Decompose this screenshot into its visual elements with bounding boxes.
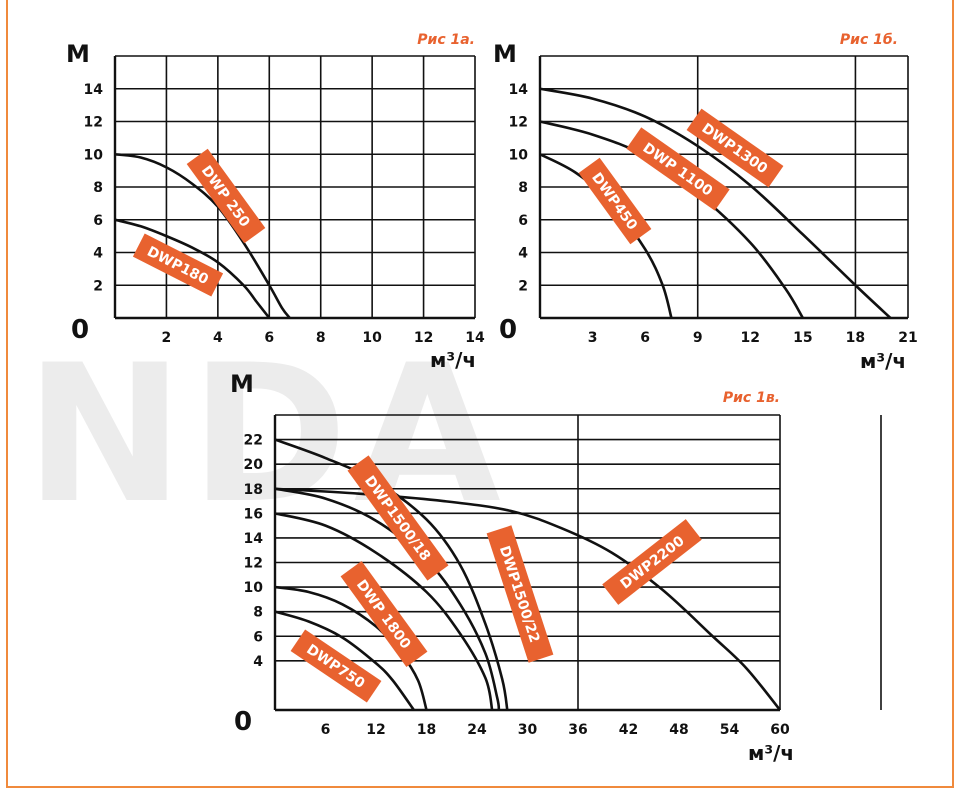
x-tick-label: 24 (467, 722, 487, 738)
outer-frame (6, 0, 954, 788)
y-tick-label: 10 (509, 147, 529, 163)
series-label-tag: DWP750 (290, 629, 382, 703)
series-label-background (340, 561, 428, 667)
curve-dwp180 (114, 218, 271, 319)
y-tick-label: 12 (244, 556, 263, 572)
origin-label: 0 (71, 315, 89, 345)
y-tick-label: 18 (244, 482, 263, 498)
chart-title: Рис 1в. (723, 390, 780, 406)
x-tick-label: 12 (414, 330, 433, 346)
x-tick-label: 30 (518, 722, 538, 738)
series-label-background (186, 148, 266, 244)
x-axis-label: м³/ч (430, 348, 476, 372)
x-tick-label: 12 (366, 722, 385, 738)
y-tick-label: 10 (84, 147, 104, 163)
x-tick-label: 21 (898, 330, 917, 346)
y-tick-label: 8 (518, 180, 528, 196)
y-tick-label: 6 (253, 629, 263, 645)
x-tick-label: 18 (846, 330, 865, 346)
y-tick-label: 22 (244, 433, 263, 449)
y-tick-label: 16 (244, 506, 263, 522)
series-label-tag: DWP1500/22 (486, 525, 554, 663)
x-tick-label: 54 (720, 722, 740, 738)
series-label-text: DWP1300 (699, 120, 771, 177)
series-label-background (486, 525, 554, 663)
y-tick-label: 4 (518, 246, 528, 262)
origin-label: 0 (499, 315, 517, 345)
y-tick-label: 14 (509, 82, 529, 98)
curve-dwp750 (274, 610, 415, 711)
y-tick-label: 8 (253, 605, 263, 621)
curve-dwp1500-22 (274, 438, 509, 711)
curve-dwp750 (274, 585, 428, 711)
x-tick-label: 8 (316, 330, 326, 346)
y-axis-label: М (66, 40, 90, 68)
x-tick-label: 10 (362, 330, 382, 346)
y-tick-label: 4 (253, 654, 263, 670)
y-tick-label: 2 (93, 278, 103, 294)
chart-title: Рис 1б. (840, 32, 898, 48)
y-axis-label: М (230, 370, 254, 398)
series-label-tag: DWP450 (578, 157, 652, 245)
y-tick-label: 12 (84, 115, 103, 131)
chart-1: 2 4 6 8 10 12 14 2 4 6 8 10 12 14 0 Мм³/ч Рис 1а. DWP 250… (66, 32, 485, 372)
x-tick-label: 6 (640, 330, 650, 346)
x-tick-label: 60 (770, 722, 790, 738)
series-label-background (132, 233, 224, 297)
x-tick-label: 48 (669, 722, 688, 738)
series-label-background (290, 629, 382, 703)
series-label-background (578, 157, 652, 245)
x-tick-label: 42 (619, 722, 638, 738)
y-tick-label: 2 (518, 278, 528, 294)
y-tick-label: 6 (518, 213, 528, 229)
x-tick-label: 18 (417, 722, 436, 738)
x-tick-label: 14 (465, 330, 485, 346)
curve-dwp1500-18 (274, 487, 501, 711)
y-tick-label: 20 (244, 457, 264, 473)
chart-title: Рис 1а. (417, 32, 475, 48)
x-tick-label: 6 (321, 722, 331, 738)
x-axis-label: м³/ч (748, 741, 794, 765)
y-tick-label: 10 (244, 580, 264, 596)
x-tick-label: 15 (793, 330, 812, 346)
series-label-background (626, 127, 730, 211)
y-tick-label: 14 (244, 531, 264, 547)
x-tick-label: 3 (588, 330, 598, 346)
x-tick-label: 2 (162, 330, 172, 346)
y-axis-label: М (493, 40, 517, 68)
x-axis-label: м³/ч (860, 349, 906, 373)
series-label-background (686, 108, 784, 188)
y-tick-label: 14 (84, 82, 104, 98)
series-label-background (602, 519, 702, 605)
y-tick-label: 8 (93, 180, 103, 196)
y-tick-label: 4 (93, 246, 103, 262)
series-label-background (347, 455, 449, 581)
series-label-tag: DWP 1800 (340, 561, 428, 667)
series-label-tag: DWP180 (132, 233, 224, 297)
x-tick-label: 36 (568, 722, 587, 738)
y-tick-label: 12 (509, 115, 528, 131)
origin-label: 0 (234, 707, 252, 737)
curve-dwp-1800 (274, 512, 494, 711)
x-tick-label: 12 (741, 330, 760, 346)
y-tick-label: 6 (93, 213, 103, 229)
series-label-tag: DWP 250 (186, 148, 266, 244)
x-tick-label: 6 (264, 330, 274, 346)
curve-dwp1300 (539, 87, 892, 319)
x-tick-label: 9 (693, 330, 703, 346)
x-tick-label: 4 (213, 330, 223, 346)
watermark-text: NDA (25, 324, 507, 545)
